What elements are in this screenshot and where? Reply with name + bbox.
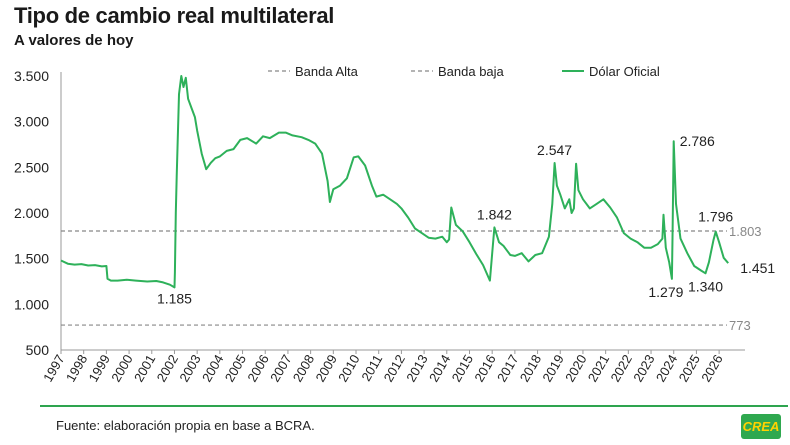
chart-title: Tipo de cambio real multilateral (14, 3, 335, 28)
x-tick-label: 2018 (517, 352, 544, 385)
chart-svg: 5001.0001.5002.0002.5003.0003.5001997199… (14, 64, 775, 385)
data-label: 1.185 (157, 290, 192, 306)
y-tick-label: 1.000 (14, 296, 49, 312)
x-tick-label: 2005 (222, 352, 249, 385)
x-tick-label: 2000 (108, 352, 135, 385)
x-tick-label: 2012 (381, 352, 408, 385)
band-label: 1.803 (729, 224, 762, 239)
x-tick-label: 2010 (335, 352, 362, 385)
data-label: 1.842 (477, 206, 512, 222)
x-tick-label: 2002 (154, 352, 181, 385)
x-tick-label: 2025 (676, 352, 703, 385)
data-label: 2.786 (680, 133, 715, 149)
x-tick-label: 2001 (131, 352, 158, 385)
x-tick-label: 2016 (471, 352, 498, 385)
y-tick-label: 3.500 (14, 68, 49, 84)
x-tick-label: 1999 (86, 352, 113, 385)
x-tick-label: 2022 (607, 352, 634, 385)
x-tick-label: 2003 (176, 352, 203, 385)
data-label: 1.796 (698, 209, 733, 225)
x-tick-label: 2023 (630, 352, 657, 385)
x-tick-label: 2004 (199, 352, 226, 385)
data-label: 1.279 (648, 284, 683, 300)
legend-label: Banda baja (438, 64, 505, 79)
x-tick-label: 2020 (562, 352, 589, 385)
band-label: 773 (729, 318, 751, 333)
x-tick-label: 2026 (698, 352, 725, 385)
y-tick-label: 500 (26, 342, 50, 358)
crea-logo: CREA (741, 414, 781, 439)
data-label: 1.340 (688, 278, 723, 294)
y-tick-label: 2.500 (14, 159, 49, 175)
x-tick-label: 1998 (63, 352, 90, 385)
x-tick-label: 2013 (403, 352, 430, 385)
x-tick-label: 2021 (585, 352, 612, 385)
x-tick-label: 2014 (426, 352, 453, 385)
x-tick-label: 2024 (653, 352, 680, 385)
data-label: 1.451 (740, 260, 775, 276)
legend-label: Dólar Oficial (589, 64, 660, 79)
x-tick-label: 2006 (244, 352, 271, 385)
y-tick-label: 2.000 (14, 205, 49, 221)
footer-divider (40, 405, 788, 407)
source-note: Fuente: elaboración propia en base a BCR… (56, 418, 315, 433)
data-label: 2.547 (537, 142, 572, 158)
x-tick-label: 2015 (449, 352, 476, 385)
x-tick-label: 2017 (494, 352, 521, 385)
legend-label: Banda Alta (295, 64, 359, 79)
x-tick-label: 2007 (267, 352, 294, 385)
x-tick-label: 2008 (290, 352, 317, 385)
y-tick-label: 3.000 (14, 114, 49, 130)
series-line-dolar-oficial (60, 75, 729, 289)
chart-subtitle: A valores de hoy (14, 32, 134, 49)
x-tick-label: 2019 (539, 352, 566, 385)
x-tick-label: 2011 (358, 352, 385, 384)
x-tick-label: 2009 (312, 352, 339, 385)
y-tick-label: 1.500 (14, 251, 49, 267)
